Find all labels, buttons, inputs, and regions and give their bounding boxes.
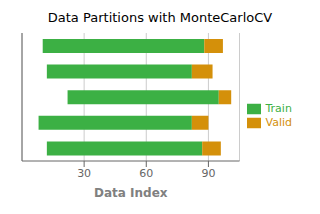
- svg-text:Data Index: Data Index: [94, 186, 168, 200]
- svg-text:90: 90: [201, 167, 215, 180]
- html-text:Data Partitions with MonteCarl: Data Partitions with MonteCarloCV: [47, 10, 273, 25]
- svg-text:60: 60: [139, 167, 153, 180]
- html-text:Train: Train: [265, 102, 292, 115]
- svg-text:30: 30: [77, 167, 91, 180]
- html-text:Valid: Valid: [265, 116, 292, 129]
